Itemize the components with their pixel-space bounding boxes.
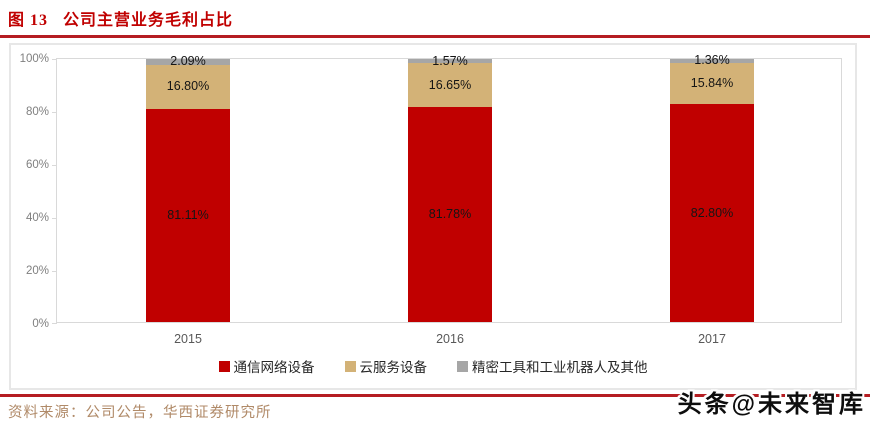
bar-segment: 1.57% <box>408 54 492 67</box>
legend-label: 通信网络设备 <box>233 360 315 375</box>
y-tick-label: 100% <box>19 53 49 65</box>
stacked-bar-2015: 81.11% 16.80% 2.09% <box>146 55 230 322</box>
title-divider <box>0 35 870 38</box>
y-tick-mark <box>52 218 57 219</box>
y-tick-label: 20% <box>25 265 49 277</box>
y-tick-label: 60% <box>25 159 49 171</box>
x-category-label: 2016 <box>436 332 464 346</box>
stacked-bar-2016: 81.78% 16.65% 1.57% <box>408 54 492 322</box>
legend-swatch-icon <box>218 360 230 372</box>
chart-container: 0% 20% 40% 60% 80% 100% 81.11% 16.80% 2.09% 81.7… <box>9 43 857 390</box>
stacked-bar-2017: 82.80% 15.84% 1.36% <box>670 54 754 322</box>
source-note: 资料来源：公司公告，华西证券研究所 <box>8 405 272 421</box>
plot-area: 0% 20% 40% 60% 80% 100% 81.11% 16.80% 2.09% 81.7… <box>20 53 842 346</box>
legend-item: 精密工具和工业机器人及其他 <box>457 356 648 376</box>
bar-segment: 81.78% <box>408 106 492 322</box>
y-tick-mark <box>52 165 57 166</box>
bar-segment: 16.80% <box>146 64 230 109</box>
legend-label: 精密工具和工业机器人及其他 <box>472 360 648 375</box>
bar-segment: 15.84% <box>670 62 754 105</box>
bar-value-label: 16.65% <box>428 77 472 92</box>
bar-value-label: 82.80% <box>690 205 734 220</box>
bar-value-label: 1.36% <box>694 53 730 68</box>
chart-legend: 通信网络设备 云服务设备 精密工具和工业机器人及其他 <box>11 356 855 376</box>
x-category-label: 2017 <box>698 332 726 346</box>
bar-value-label: 81.11% <box>167 207 209 222</box>
bar-value-label: 81.78% <box>428 206 472 221</box>
legend-swatch-icon <box>457 360 468 372</box>
figure-title: 图 13 公司主营业务毛利占比 <box>8 12 234 29</box>
y-tick-label: 0% <box>32 318 49 330</box>
legend-label: 云服务设备 <box>359 360 428 375</box>
legend-item: 通信网络设备 <box>218 356 315 376</box>
bar-segment: 2.09% <box>146 55 230 68</box>
y-tick-mark <box>52 112 57 113</box>
bar-segment: 16.65% <box>408 63 492 107</box>
bar-segment: 81.11% <box>146 108 230 322</box>
watermark: 头条@未来智库 <box>677 391 866 418</box>
bar-value-label: 2.09% <box>170 54 206 69</box>
y-tick-mark <box>52 271 57 272</box>
x-category-label: 2015 <box>174 332 202 346</box>
bar-segment: 82.80% <box>670 104 754 322</box>
legend-swatch-icon <box>344 360 356 372</box>
y-tick-label: 80% <box>25 106 49 118</box>
y-tick-mark <box>52 323 57 324</box>
legend-item: 云服务设备 <box>344 356 428 376</box>
y-tick-mark <box>52 59 57 60</box>
bar-value-label: 16.80% <box>166 79 210 94</box>
bar-segment: 1.36% <box>670 54 754 67</box>
bar-value-label: 15.84% <box>690 75 734 90</box>
bar-value-label: 1.57% <box>432 53 468 68</box>
bottom-divider <box>0 394 870 397</box>
y-tick-label: 40% <box>25 212 49 224</box>
